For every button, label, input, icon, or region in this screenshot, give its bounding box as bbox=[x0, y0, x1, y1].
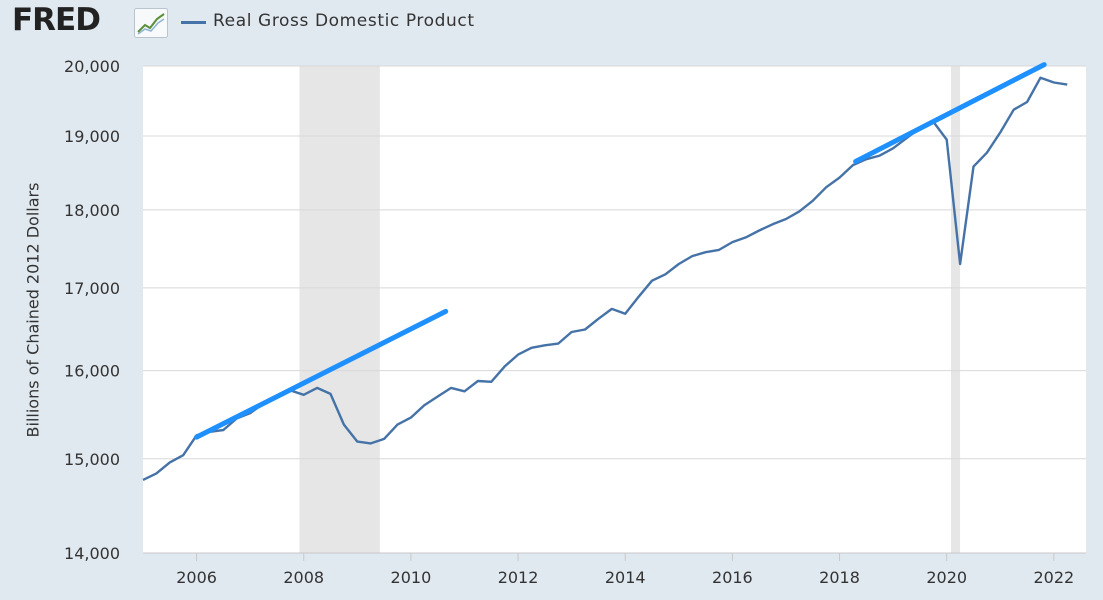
line-graph-logo-icon bbox=[134, 8, 168, 38]
x-tick-label: 2016 bbox=[712, 568, 753, 587]
x-tick-label: 2014 bbox=[605, 568, 646, 587]
y-tick-label: 18,000 bbox=[64, 201, 120, 220]
axes: 14,000 15,000 16,000 17,000 18,000 19,000 20,0… bbox=[64, 57, 1086, 587]
recession-band bbox=[299, 66, 380, 553]
x-tick-label: 2018 bbox=[819, 568, 860, 587]
x-tick-label: 2006 bbox=[176, 568, 217, 587]
y-tick-label: 15,000 bbox=[64, 450, 120, 469]
recession-band bbox=[950, 66, 961, 553]
x-tick-label: 2008 bbox=[283, 568, 324, 587]
trendline bbox=[853, 62, 1047, 164]
legend-swatch bbox=[181, 21, 206, 24]
x-tick-label: 2022 bbox=[1033, 568, 1074, 587]
y-tick-label: 17,000 bbox=[64, 279, 120, 298]
chart-header: FRED Real Gross Domestic Product bbox=[0, 0, 1103, 50]
fred-logo[interactable]: FRED bbox=[12, 2, 101, 38]
y-tick-label: 20,000 bbox=[64, 57, 120, 76]
trend-lines bbox=[194, 62, 1047, 440]
x-tick-label: 2020 bbox=[926, 568, 967, 587]
y-tick-label: 19,000 bbox=[64, 127, 120, 146]
x-tick-label: 2012 bbox=[498, 568, 539, 587]
recession-shading bbox=[299, 66, 961, 553]
trendline bbox=[194, 308, 449, 440]
x-tick-label: 2010 bbox=[391, 568, 432, 587]
legend-label[interactable]: Real Gross Domestic Product bbox=[213, 11, 475, 31]
y-tick-label: 14,000 bbox=[64, 544, 120, 563]
y-tick-label: 16,000 bbox=[64, 362, 120, 381]
